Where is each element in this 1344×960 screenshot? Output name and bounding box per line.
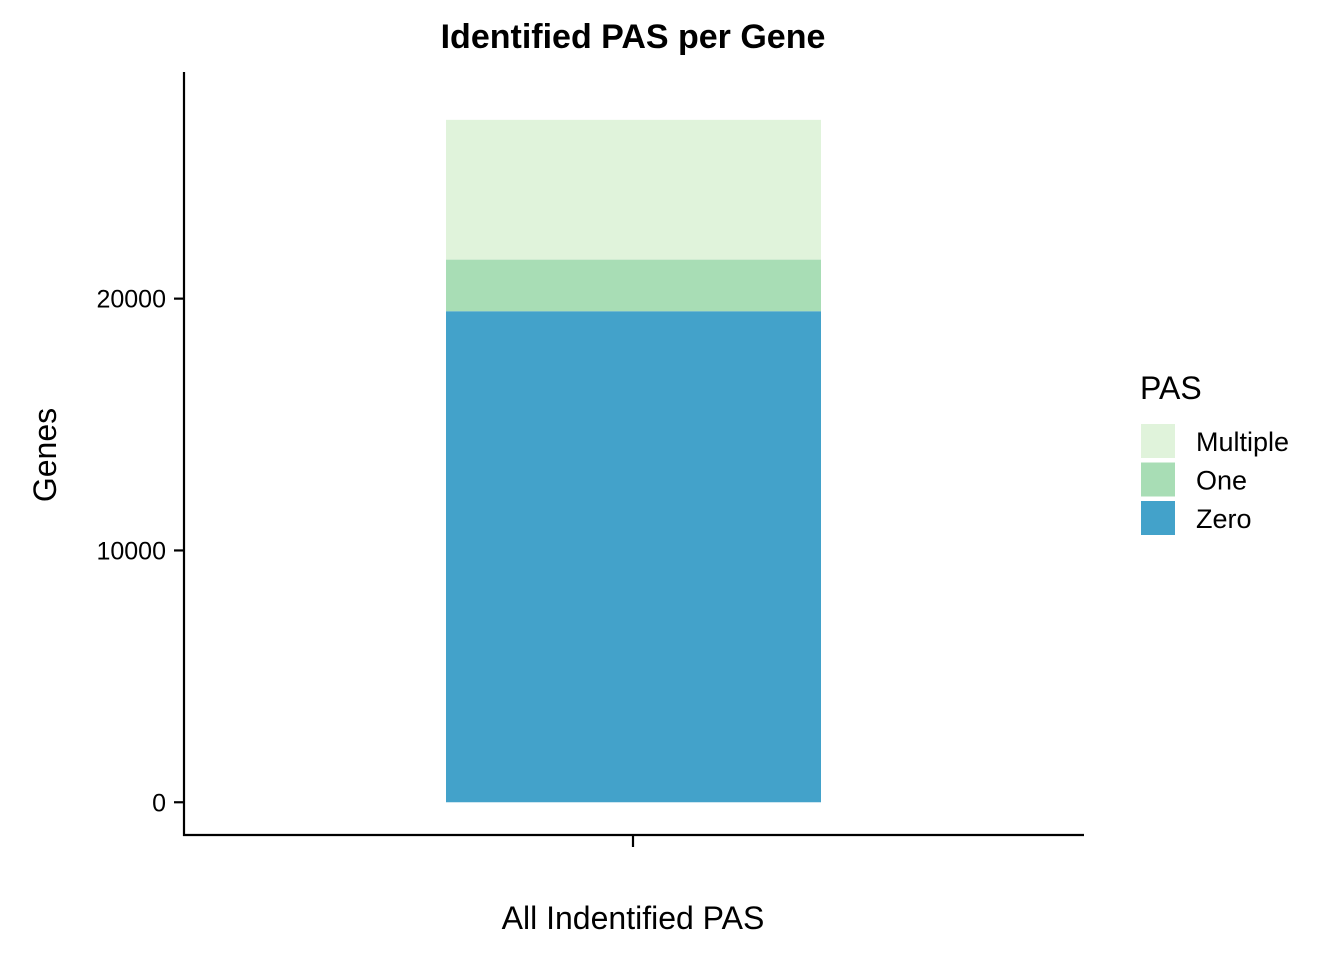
y-tick-label: 10000 <box>96 537 166 565</box>
x-axis-title: All Indentified PAS <box>502 900 765 936</box>
y-axis-ticks: 0 10000 20000 <box>96 286 184 817</box>
legend-label-zero: Zero <box>1196 504 1252 534</box>
legend-label-multiple: Multiple <box>1196 427 1289 457</box>
legend-title: PAS <box>1140 370 1202 406</box>
legend-key-one <box>1141 462 1175 497</box>
bar-segment-one <box>446 259 821 312</box>
chart-title: Identified PAS per Gene <box>441 18 826 56</box>
y-tick-label: 20000 <box>96 286 166 314</box>
legend-key-multiple <box>1141 424 1175 458</box>
bar-segment-multiple <box>446 119 821 260</box>
bar-segment-zero <box>446 311 821 803</box>
y-axis-title: Genes <box>27 408 63 502</box>
bar-stack <box>446 119 821 803</box>
y-tick-label: 0 <box>152 789 166 817</box>
legend-key-zero <box>1141 501 1175 535</box>
legend: PAS Multiple One Zero <box>1140 370 1289 535</box>
legend-label-one: One <box>1196 466 1247 496</box>
